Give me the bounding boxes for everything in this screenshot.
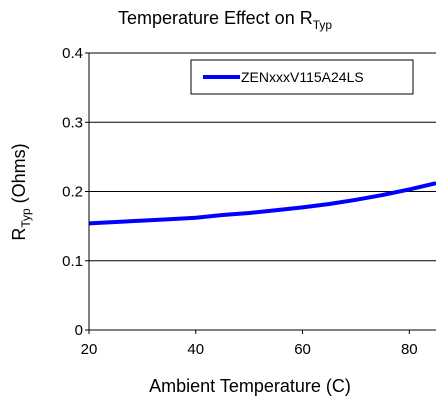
chart-title: Temperature Effect on RTyp [118, 8, 332, 32]
y-ticks: 0 0.1 0.2 0.3 0.4 [62, 45, 89, 339]
legend-label: ZENxxxV115A24LS [241, 69, 364, 85]
legend: ZENxxxV115A24LS [190, 59, 414, 95]
x-tick-label-0: 20 [81, 341, 98, 358]
y-axis-label-rest: (Ohms) [9, 143, 29, 208]
x-tick-label-2: 60 [294, 341, 311, 358]
y-tick-label-2: 0.2 [62, 184, 83, 201]
chart-title-main: Temperature Effect on R [118, 8, 313, 28]
y-tick-label-1: 0.1 [62, 253, 83, 270]
y-tick-label-4: 0.4 [62, 45, 83, 62]
x-axis-label: Ambient Temperature (C) [149, 376, 351, 396]
series-layer [88, 181, 436, 226]
x-ticks: 20 40 60 80 [81, 330, 418, 358]
y-axis-label: RTyp (Ohms) [9, 143, 33, 240]
gridlines [89, 52, 436, 262]
series-line-0 [88, 181, 436, 226]
x-tick-label-1: 40 [187, 341, 204, 358]
y-tick-label-0: 0 [75, 322, 83, 339]
y-tick-label-3: 0.3 [62, 114, 83, 131]
y-axis-label-sub: Typ [19, 208, 33, 228]
y-axis-label-main: R [9, 228, 29, 241]
chart-title-sub: Typ [313, 18, 333, 32]
x-tick-label-3: 80 [401, 341, 418, 358]
